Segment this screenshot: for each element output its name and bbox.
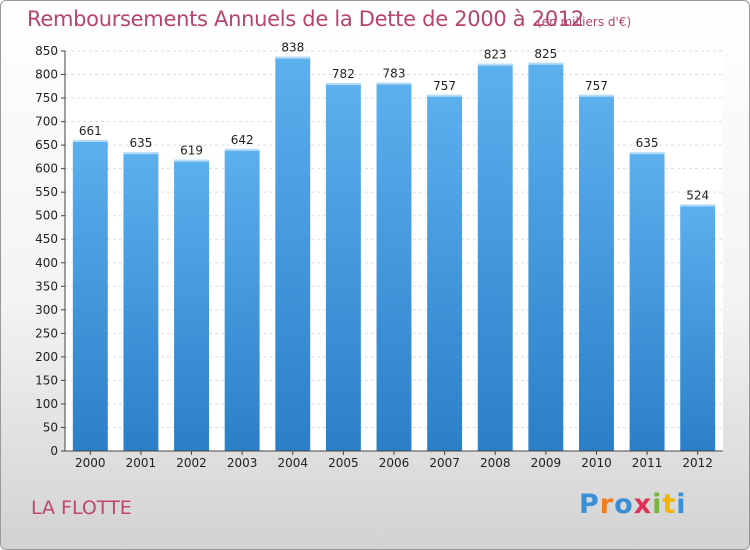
bar-highlight — [174, 159, 210, 162]
x-tick-label: 2011 — [632, 456, 663, 470]
value-label: 782 — [332, 67, 355, 81]
bar-highlight — [275, 56, 311, 59]
x-tick-label: 2007 — [429, 456, 460, 470]
logo-letter: x — [633, 489, 653, 520]
y-tick-label: 700 — [35, 115, 58, 129]
value-label: 619 — [180, 144, 203, 158]
bar-2005 — [325, 83, 361, 451]
bar-2001 — [123, 152, 159, 452]
y-tick-label: 100 — [35, 397, 58, 411]
x-tick-label: 2000 — [75, 456, 106, 470]
value-label: 642 — [231, 133, 254, 147]
bar-2011 — [629, 152, 665, 452]
bar-2008 — [477, 63, 513, 452]
bar-2010 — [578, 94, 614, 451]
y-tick-label: 500 — [35, 209, 58, 223]
x-tick-label: 2003 — [227, 456, 258, 470]
bar-highlight — [376, 82, 412, 85]
value-label: 635 — [636, 136, 659, 150]
chart-title: Remboursements Annuels de la Dette de 20… — [27, 7, 584, 31]
bar-2000 — [72, 139, 108, 452]
bar-2009 — [528, 62, 564, 451]
bar-2007 — [427, 94, 463, 451]
logo-letter: i — [652, 489, 663, 520]
axes: 0 50 100 150 200 250 300 350 400 450 500 550 600 650 7… — [35, 44, 723, 470]
logo-letter: i — [676, 489, 687, 520]
value-label: 757 — [585, 79, 608, 93]
value-label: 524 — [686, 188, 709, 202]
x-tick-label: 2012 — [682, 456, 713, 470]
y-tick-label: 450 — [35, 232, 58, 246]
bar-highlight — [427, 94, 463, 97]
unit-label: (en milliers d'€) — [537, 15, 632, 29]
x-tick-label: 2002 — [176, 456, 207, 470]
value-label: 823 — [484, 48, 507, 62]
value-label: 635 — [129, 136, 152, 150]
y-tick-label: 400 — [35, 256, 58, 270]
x-tick-label: 2006 — [379, 456, 410, 470]
y-tick-label: 300 — [35, 303, 58, 317]
value-label: 661 — [79, 124, 102, 138]
bar-highlight — [680, 204, 716, 207]
logo-letter: o — [614, 489, 634, 520]
y-tick-label: 350 — [35, 279, 58, 293]
x-tick-label: 2009 — [531, 456, 562, 470]
bar-highlight — [224, 148, 260, 151]
x-tick-label: 2001 — [126, 456, 157, 470]
bars — [72, 56, 716, 452]
y-tick-label: 550 — [35, 185, 58, 199]
value-labels: 661 635 619 642 838 782 783 757 823 825 757 635 524 — [79, 41, 709, 203]
bar-highlight — [325, 83, 361, 85]
y-tick-label: 850 — [35, 44, 58, 58]
y-tick-label: 200 — [35, 350, 58, 364]
x-tick-label: 2005 — [328, 456, 359, 470]
y-tick-label: 750 — [35, 91, 58, 105]
y-tick-label: 250 — [35, 326, 58, 340]
bar-highlight — [629, 152, 665, 155]
x-tick-label: 2010 — [581, 456, 612, 470]
y-tick-label: 650 — [35, 138, 58, 152]
value-label: 783 — [383, 67, 406, 81]
city-name: LA FLOTTE — [31, 497, 132, 519]
bar-highlight — [123, 152, 159, 155]
bar-highlight — [72, 139, 108, 142]
y-tick-label: 50 — [43, 420, 58, 434]
x-tick-label: 2008 — [480, 456, 511, 470]
bar-2004 — [275, 56, 311, 451]
bar-highlight — [578, 94, 614, 97]
bar-2006 — [376, 82, 412, 451]
logo-letter: r — [599, 489, 615, 520]
bar-2002 — [174, 159, 210, 452]
proxiti-logo: Proxiti — [579, 489, 687, 520]
value-label: 825 — [534, 47, 557, 61]
bar-highlight — [528, 62, 564, 65]
x-tick-label: 2004 — [277, 456, 308, 470]
bar-highlight — [477, 63, 513, 66]
logo-letter: t — [662, 489, 677, 520]
logo-letter: P — [579, 489, 600, 520]
bar-2003 — [224, 148, 260, 451]
y-tick-label: 150 — [35, 373, 58, 387]
y-tick-label: 800 — [35, 68, 58, 82]
y-tick-label: 600 — [35, 162, 58, 176]
value-label: 757 — [433, 79, 456, 93]
y-tick-label: 0 — [50, 444, 58, 458]
bar-2012 — [680, 204, 716, 451]
value-label: 838 — [281, 41, 304, 55]
